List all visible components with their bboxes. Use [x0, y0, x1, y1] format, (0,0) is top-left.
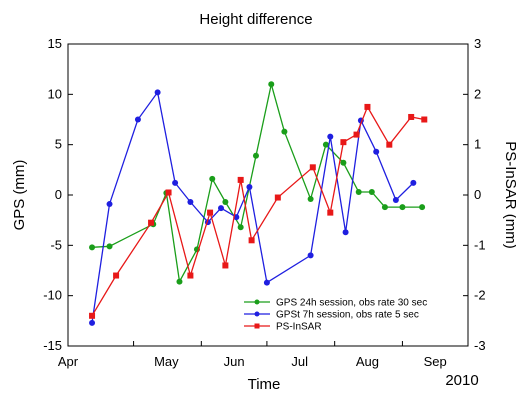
x-tick-label: Apr [58, 354, 79, 369]
data-point [307, 196, 314, 203]
series-2 [89, 89, 417, 326]
data-point [176, 278, 183, 285]
y-axis-title-left: GPS (mm) [11, 160, 28, 231]
data-point [419, 204, 426, 211]
legend-label: GPS 24h session, obs rate 30 sec [276, 298, 427, 309]
data-point [421, 116, 428, 123]
data-point [355, 188, 362, 195]
series-1 [89, 81, 426, 285]
y-tick-label-left: 10 [48, 86, 62, 101]
legend-label: PS-InSAR [276, 322, 322, 333]
data-point [154, 89, 161, 96]
data-point [237, 176, 244, 183]
data-point [281, 128, 288, 135]
y-tick-label-left: 15 [48, 36, 62, 51]
data-point [263, 279, 270, 286]
data-point [373, 148, 380, 155]
data-point [307, 252, 314, 259]
data-point [340, 159, 347, 166]
data-point [252, 152, 259, 159]
y-tick-label-right: 1 [474, 137, 481, 152]
y-axis-right: -3 -2 -1 0 1 2 3 [463, 36, 486, 353]
series-layer [89, 81, 428, 326]
data-point [148, 219, 155, 226]
x-tick-label: Aug [356, 354, 379, 369]
data-point [218, 205, 225, 212]
data-point [364, 103, 371, 110]
data-point [89, 244, 96, 251]
data-point [392, 197, 399, 204]
y-axis-title-right: PS-InSAR (mm) [502, 141, 516, 249]
series-line [91, 90, 414, 323]
data-point [222, 199, 229, 206]
data-point [340, 139, 347, 146]
data-point [106, 201, 113, 208]
x-tick-label: May [154, 354, 179, 369]
data-point [408, 113, 415, 120]
data-point [386, 141, 393, 148]
data-point [89, 319, 96, 326]
data-point [381, 204, 388, 211]
y-tick-label-right: 2 [474, 86, 481, 101]
data-point [89, 312, 96, 319]
data-point [368, 188, 375, 195]
year-label: 2010 [445, 372, 478, 389]
legend-label: GPSt 7h session, obs rate 5 sec [276, 310, 419, 321]
legend-entry: GPSt 7h session, obs rate 5 sec [244, 310, 419, 321]
data-point [209, 175, 216, 182]
data-point [172, 179, 179, 186]
y-tick-label-right: 3 [474, 36, 481, 51]
data-point [274, 194, 281, 201]
data-point [222, 262, 229, 269]
legend-marker [254, 311, 260, 317]
data-point [113, 272, 120, 279]
y-tick-label-left: 5 [55, 137, 62, 152]
x-tick-label: Jul [291, 354, 308, 369]
data-point [309, 164, 316, 171]
chart-title: Height difference [199, 11, 312, 28]
data-point [399, 204, 406, 211]
legend-entry: GPS 24h session, obs rate 30 sec [244, 298, 427, 309]
data-point [410, 179, 417, 186]
y-tick-label-left: -15 [43, 338, 62, 353]
data-point [187, 199, 194, 206]
series-line [91, 105, 425, 317]
x-axis: Apr May Jun Jul Aug Sep [58, 341, 469, 369]
data-point [322, 141, 329, 148]
data-point [237, 224, 244, 231]
x-axis-title: Time [248, 376, 281, 393]
y-tick-label-right: 0 [474, 187, 481, 202]
x-tick-label: Jun [224, 354, 245, 369]
legend-marker [254, 299, 260, 305]
data-point [327, 133, 334, 140]
data-point [268, 81, 275, 88]
legend-entry: PS-InSAR [244, 322, 322, 333]
y-tick-label-left: -10 [43, 288, 62, 303]
y-tick-label-right: -1 [474, 237, 486, 252]
y-axis-left: -15 -10 -5 0 5 10 15 [43, 36, 73, 353]
y-tick-label-right: -2 [474, 288, 486, 303]
data-point [248, 237, 255, 244]
data-point [327, 209, 334, 216]
data-point [207, 209, 214, 216]
y-tick-label-left: 0 [55, 187, 62, 202]
data-point [353, 131, 360, 138]
legend-marker [254, 323, 260, 329]
data-point [342, 229, 349, 236]
x-tick-label: Sep [424, 354, 447, 369]
series-3 [89, 103, 428, 319]
y-tick-label-left: -5 [50, 237, 62, 252]
data-point [246, 183, 253, 190]
data-point [165, 189, 172, 196]
data-point [106, 243, 113, 250]
data-point [187, 272, 194, 279]
y-tick-label-right: -3 [474, 338, 486, 353]
data-point [134, 116, 141, 123]
